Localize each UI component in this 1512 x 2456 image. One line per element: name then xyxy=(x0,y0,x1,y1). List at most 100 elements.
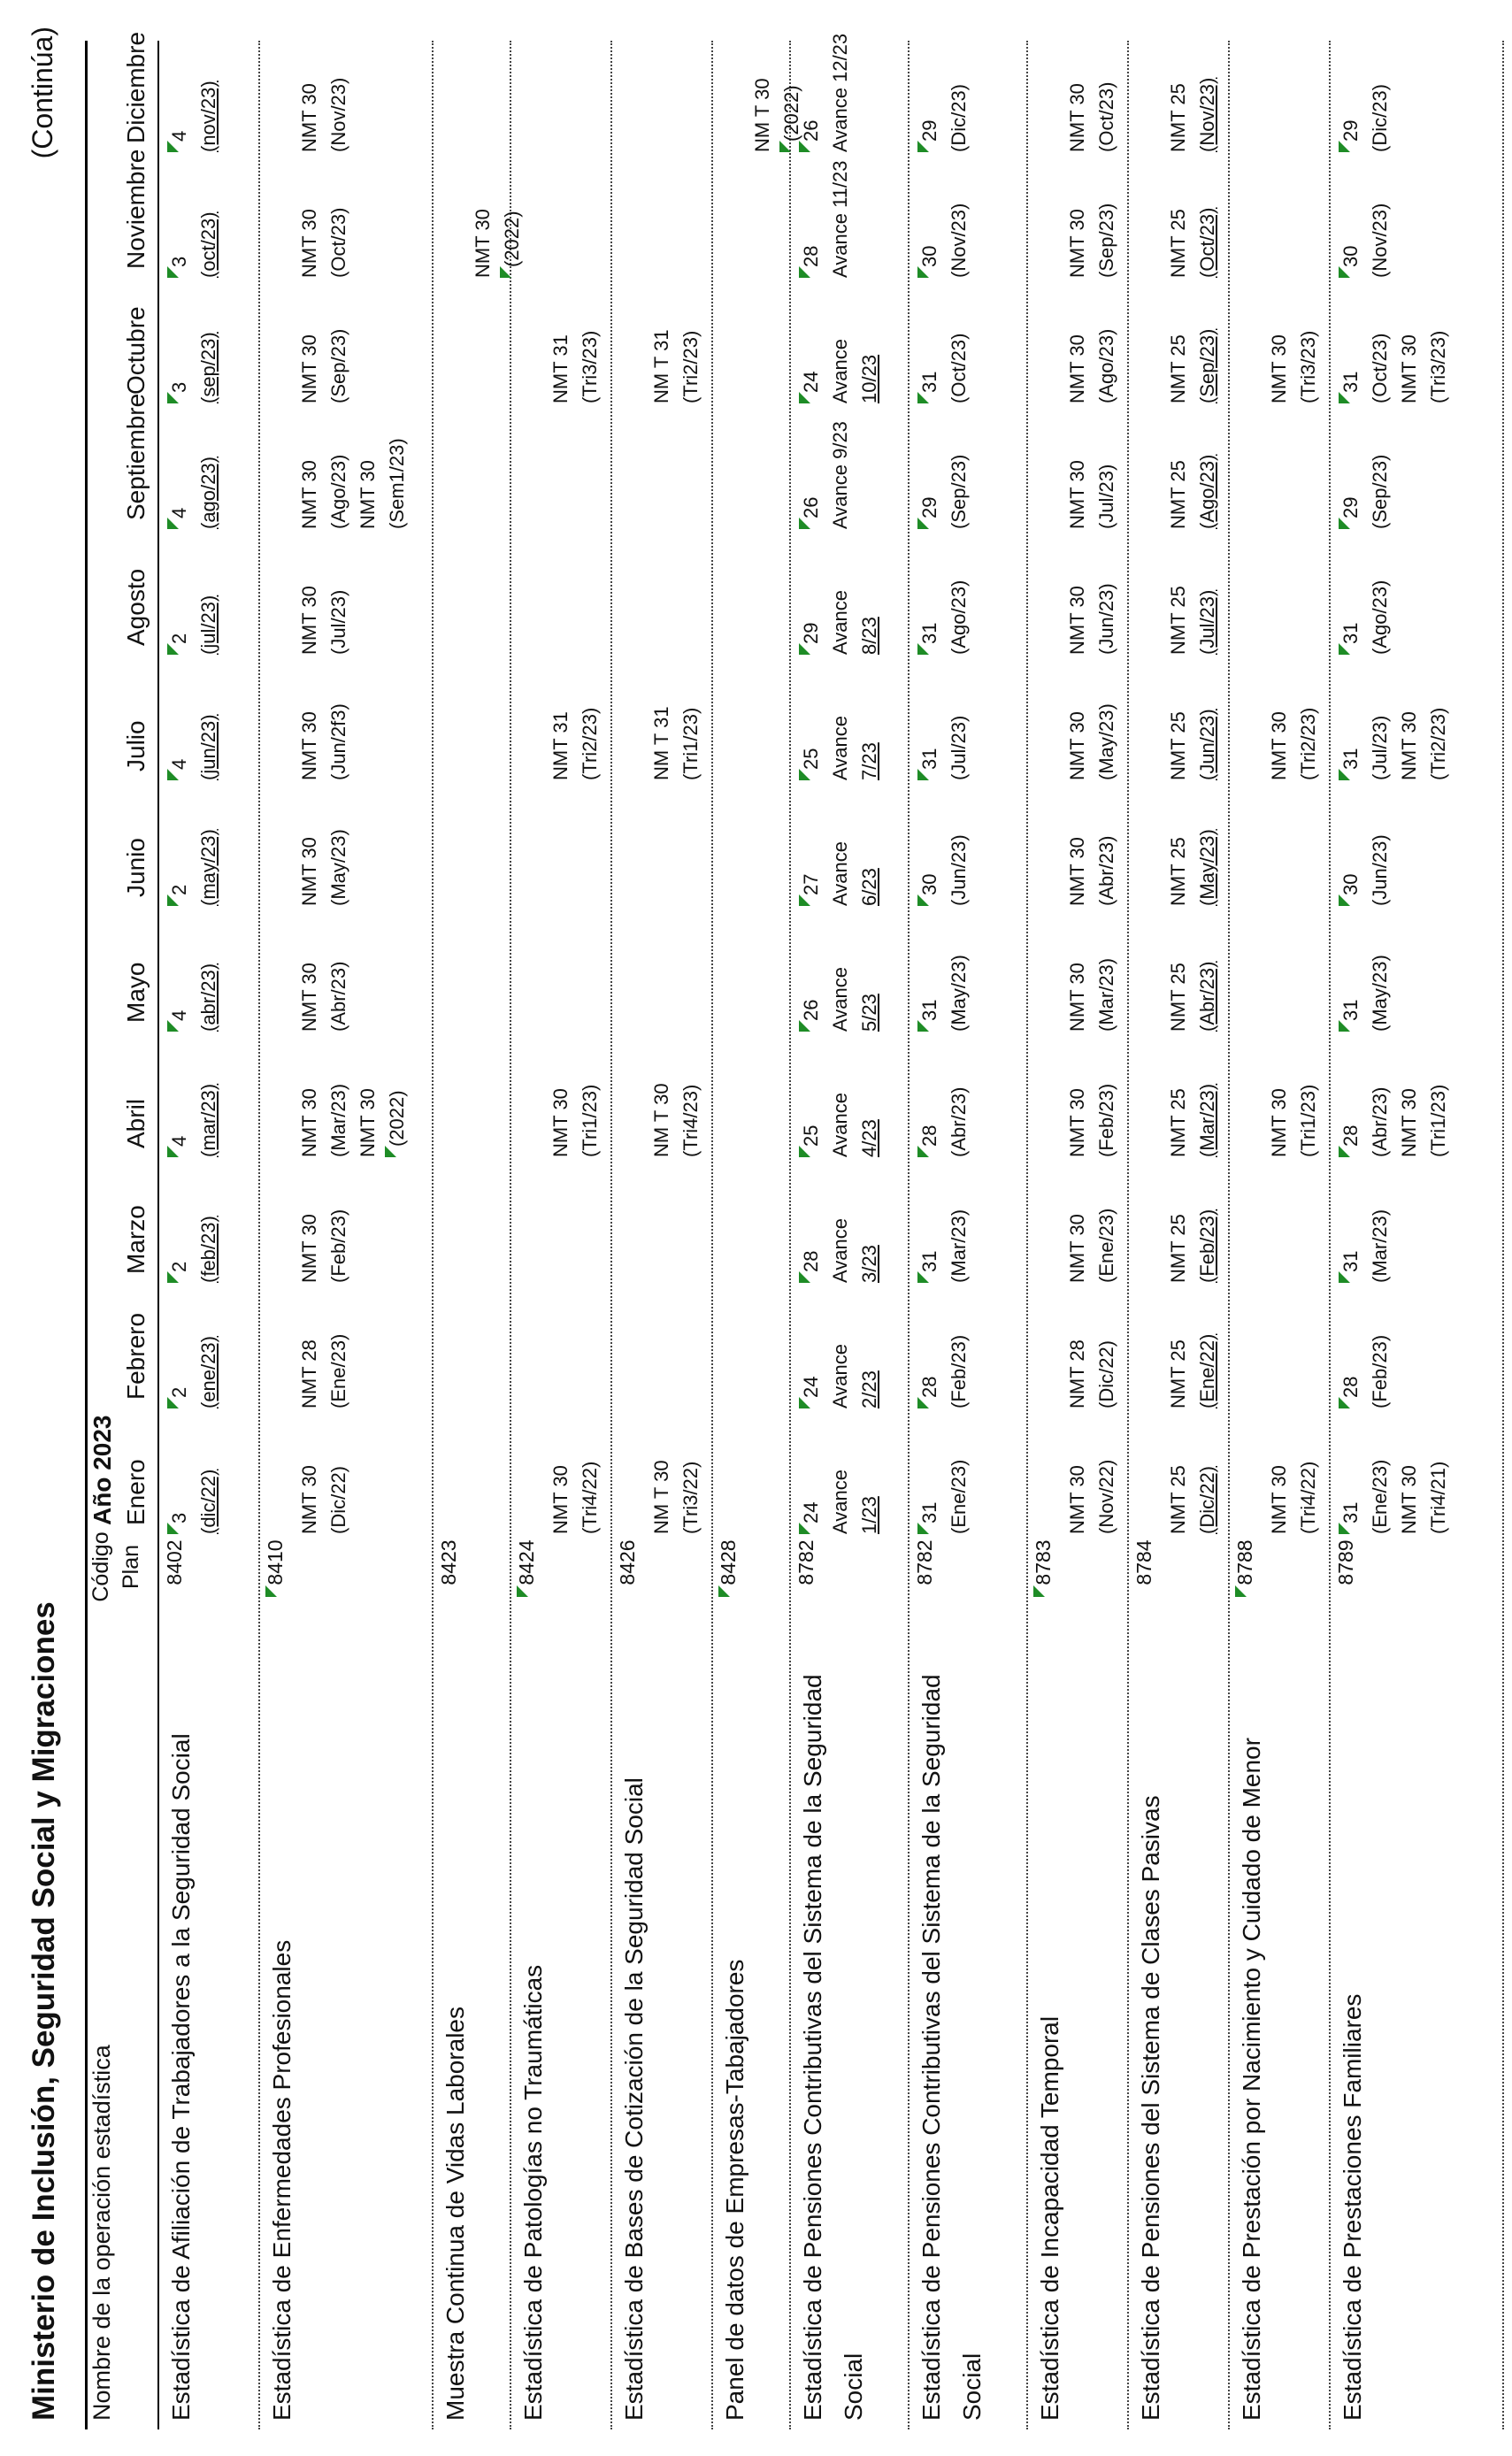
release-note: (Jul/23) xyxy=(1365,634,1394,780)
release-day xyxy=(1235,6,1264,152)
month-cell: 3 (sep/23) xyxy=(165,257,223,403)
release-note: (Tri3/23) xyxy=(1424,257,1453,403)
release-note-text: NMT 30 xyxy=(357,1088,379,1157)
release-day xyxy=(1235,132,1264,278)
release-day xyxy=(718,760,748,906)
month-cell xyxy=(439,6,468,152)
release-note: (Oct/23) xyxy=(1092,6,1121,152)
release-day: 3 xyxy=(165,1388,194,1534)
release-note: (May/23) xyxy=(324,760,353,906)
release-note-text: (dic/22) xyxy=(197,1469,219,1534)
release-day-value: 31 xyxy=(1339,1250,1362,1272)
month-cell: NMT 30 (Tri2/23) xyxy=(1235,634,1323,780)
month-cell: 26 Avance 5/23 xyxy=(796,886,884,1032)
release-day: 28 xyxy=(915,1263,944,1408)
release-note-text: (Sep/23) xyxy=(1369,454,1391,529)
release-note: (Tri2/23) xyxy=(1293,634,1323,780)
release-note-text: (Feb/23) xyxy=(948,1334,970,1408)
release-day xyxy=(1134,1263,1163,1408)
release-note-text: NMT 30 xyxy=(1268,1088,1290,1157)
plan-code-value: 8402 xyxy=(163,1539,186,1585)
release-day xyxy=(1134,6,1163,152)
release-day: 24 xyxy=(796,1388,825,1534)
month-cell: NM T 31 (Tri1/23) xyxy=(618,634,705,780)
plan-code: 8782 xyxy=(794,1531,818,1593)
month-cell: 4 (mar/23) xyxy=(165,1011,223,1157)
code-marker-icon xyxy=(1235,1585,1247,1597)
plan-code: 8789 xyxy=(1334,1531,1358,1593)
release-note-text: NMT 25 xyxy=(1167,963,1189,1032)
release-day xyxy=(1134,634,1163,780)
month-cell: NMT 30 (Nov/23) xyxy=(265,6,353,152)
release-day: 31 xyxy=(1336,509,1365,655)
month-cell: 31 (May/23) xyxy=(1336,886,1394,1032)
release-note: NMT 30 xyxy=(1063,760,1092,906)
release-note: NMT 30 xyxy=(353,1011,382,1157)
release-note: (Sep/23) xyxy=(1092,132,1121,278)
release-note-text: (Jun/23) xyxy=(1095,583,1117,655)
release-day xyxy=(1134,1137,1163,1283)
release-note-text: NMT 25 xyxy=(1167,460,1189,529)
release-day xyxy=(439,1388,468,1534)
release-day xyxy=(439,6,468,152)
release-note: (Dic/22) xyxy=(324,1388,353,1534)
month-cell xyxy=(718,383,748,529)
release-note: (Ago/23) xyxy=(1365,509,1394,655)
release-day: 26 xyxy=(796,6,825,152)
release-note: (ago/23) xyxy=(194,383,223,529)
release-note-text: (Mar/23) xyxy=(1196,1083,1218,1157)
release-day xyxy=(1235,1263,1264,1408)
release-day xyxy=(517,383,546,529)
month-cell xyxy=(517,509,546,655)
month-cell xyxy=(1235,886,1264,1032)
release-day xyxy=(718,1137,748,1283)
release-day xyxy=(618,132,647,278)
column-header-year: Año 2023 xyxy=(88,1415,116,1526)
release-day: 30 xyxy=(1336,760,1365,906)
release-note: (Mar/23) xyxy=(944,1137,973,1283)
release-note: NMT 30 xyxy=(295,886,324,1032)
release-day xyxy=(439,257,468,403)
release-day: 31 xyxy=(915,509,944,655)
release-day-value: 31 xyxy=(1339,1501,1362,1523)
month-cell xyxy=(618,1137,647,1283)
plan-code: 8410 xyxy=(264,1531,288,1597)
release-marker-icon xyxy=(1339,1523,1350,1534)
release-note-text: NMT 30 xyxy=(298,209,320,278)
operation-name: Estadística de Incapacidad Temporal xyxy=(1036,2015,1063,2421)
month-cell: 4 (nov/23) xyxy=(165,6,223,152)
month-cell: NMT 30 (Nov/22) xyxy=(1033,1388,1121,1534)
release-note: NMT 30 xyxy=(1063,6,1092,152)
release-note: (Dic/22) xyxy=(1092,1263,1121,1408)
release-note-text: (Sem1/23) xyxy=(386,438,408,529)
release-note-text: (Ago/23) xyxy=(1196,454,1218,529)
release-note-text: (Feb/23) xyxy=(1369,1334,1391,1408)
release-note: (Tri4/23) xyxy=(676,1011,705,1157)
release-day xyxy=(517,634,546,780)
release-marker-icon xyxy=(167,141,179,152)
release-note-text: NMT 30 xyxy=(357,460,379,529)
release-day xyxy=(618,257,647,403)
release-day xyxy=(1134,509,1163,655)
release-note: NM T 30 xyxy=(647,1011,676,1157)
month-cell: 3 (oct/23) xyxy=(165,132,223,278)
release-note-text: (Mar/23) xyxy=(948,1209,970,1283)
release-note: (Tri4/22) xyxy=(575,1388,604,1534)
month-cell: 28 (Feb/23) xyxy=(915,1263,973,1408)
release-day xyxy=(718,1388,748,1534)
release-day: 2 xyxy=(165,509,194,655)
release-day: 28 xyxy=(796,132,825,278)
release-note-text: (Dic/22) xyxy=(327,1465,349,1534)
month-cell xyxy=(718,634,748,780)
release-note-text: NMT 30 xyxy=(298,334,320,403)
release-note-text: Avance xyxy=(829,1344,851,1408)
month-cell xyxy=(517,383,546,529)
release-day: 4 xyxy=(165,383,194,529)
release-day xyxy=(265,1388,295,1534)
release-note-text: (Abr/23) xyxy=(948,1086,970,1157)
release-note: (Mar/23) xyxy=(1193,1011,1222,1157)
release-note: NMT 30 xyxy=(295,1137,324,1283)
release-note-text: NMT 28 xyxy=(298,1339,320,1408)
release-note: 3/23 xyxy=(855,1137,884,1283)
release-note-text: NMT 30 xyxy=(1268,334,1290,403)
